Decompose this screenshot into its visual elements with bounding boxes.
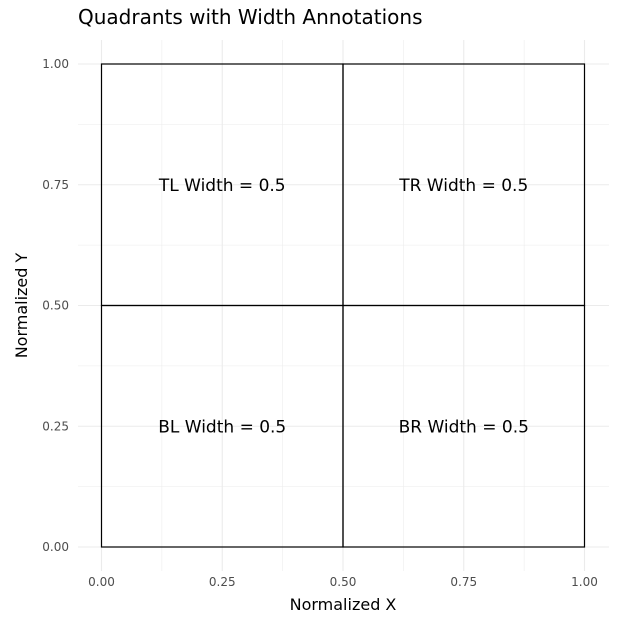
x-tick-label: 0.50 (330, 575, 357, 589)
annotation-label: BL Width = 0.5 (158, 417, 286, 437)
annotation-label: TL Width = 0.5 (158, 176, 286, 196)
y-tick-label: 0.50 (42, 299, 69, 313)
y-tick-label: 0.25 (42, 419, 69, 433)
annotation-label: BR Width = 0.5 (399, 417, 529, 437)
chart-title: Quadrants with Width Annotations (78, 5, 423, 29)
y-tick-label: 0.75 (42, 178, 69, 192)
x-tick-label: 0.25 (209, 575, 236, 589)
x-axis-title: Normalized X (290, 595, 397, 614)
x-tick-label: 1.00 (571, 575, 598, 589)
x-tick-label: 0.75 (450, 575, 477, 589)
y-tick-label: 1.00 (42, 57, 69, 71)
annotation-label: TR Width = 0.5 (398, 176, 528, 196)
x-tick-label: 0.00 (88, 575, 115, 589)
y-tick-label: 0.00 (42, 540, 69, 554)
tick-labels: 0.00 0.25 0.50 0.75 1.00 0.00 0.25 0.50 0.75 1.00 (42, 57, 598, 589)
quadrant-rect (342, 304, 586, 548)
y-axis-title: Normalized Y (12, 252, 31, 358)
annotations: TL Width = 0.5 TR Width = 0.5 BL Width = 0… (158, 176, 529, 438)
quadrant-rectangles (100, 63, 586, 548)
